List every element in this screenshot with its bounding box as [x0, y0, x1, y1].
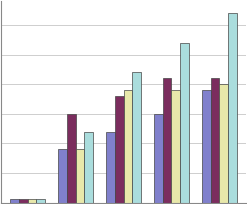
Bar [36, 199, 45, 203]
Bar [28, 199, 36, 203]
Bar [10, 199, 19, 203]
Bar [154, 114, 163, 203]
Bar [76, 149, 84, 203]
Bar [171, 90, 180, 203]
Bar [219, 84, 228, 203]
Bar [84, 132, 93, 203]
Bar [202, 90, 211, 203]
Bar [163, 78, 171, 203]
Bar [124, 90, 132, 203]
Bar [180, 43, 189, 203]
Bar [58, 149, 67, 203]
Bar [115, 96, 124, 203]
Bar [132, 72, 141, 203]
Bar [228, 13, 237, 203]
Bar [19, 199, 28, 203]
Bar [211, 78, 219, 203]
Bar [67, 114, 76, 203]
Bar [106, 132, 115, 203]
